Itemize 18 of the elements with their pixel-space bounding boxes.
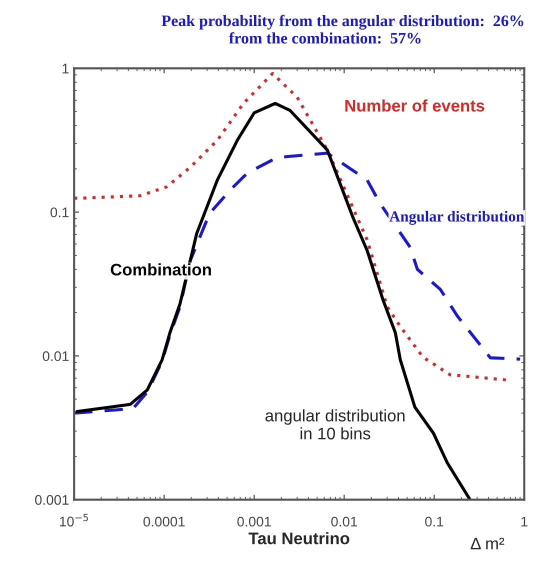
- x-tick-label: 0.001: [237, 516, 271, 527]
- y-tick-label: 0.001: [35, 495, 69, 505]
- series-label: Combination: [110, 263, 211, 276]
- x-tick-label: 1: [521, 516, 528, 526]
- x-tick-label: 0.0001: [143, 516, 185, 527]
- x-axis-title: Tau Neutrino: [248, 532, 350, 544]
- chart-title: Peak probability from the angular distribution: 26%: [162, 14, 524, 30]
- y-tick-label: 1: [62, 64, 69, 74]
- x-tick-label: 0.1: [425, 516, 444, 527]
- x-tick-label: 0.01: [331, 516, 358, 527]
- series-label: Angular distribution: [389, 210, 524, 225]
- text: Number of events: [345, 99, 484, 112]
- chart-subtitle: from the combination: 57%: [228, 32, 420, 44]
- y-tick-label: 0.1: [50, 207, 69, 218]
- text: Δ m²: [470, 538, 504, 550]
- x-tick-label: 10$^{−5}$: [60, 514, 88, 526]
- annotation: angular distribution in 10 bins: [265, 409, 405, 440]
- y-tick-label: 0.01: [42, 351, 69, 362]
